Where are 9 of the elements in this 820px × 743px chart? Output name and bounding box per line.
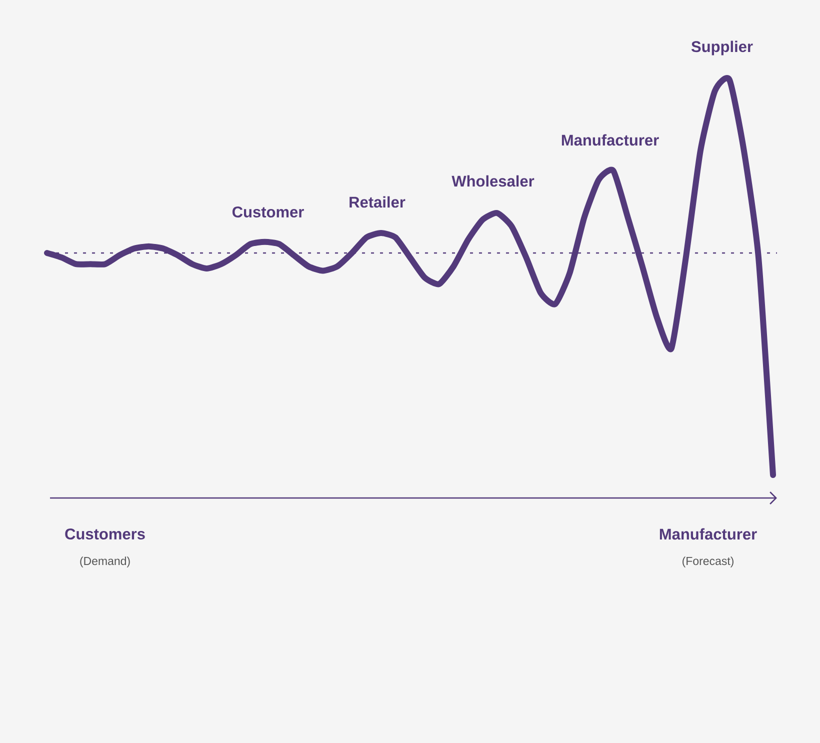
annotation: Retailer	[350, 196, 406, 208]
text: (Demand)	[80, 556, 130, 568]
text: (Forecast)	[682, 556, 734, 568]
text: Supplier	[691, 40, 753, 56]
annotation: Wholesaler	[452, 175, 534, 187]
annotation: Manufacturer	[562, 134, 659, 146]
text: Customers	[65, 528, 145, 540]
text: Manufacturer	[660, 528, 757, 540]
annotation: Customer	[232, 206, 304, 218]
